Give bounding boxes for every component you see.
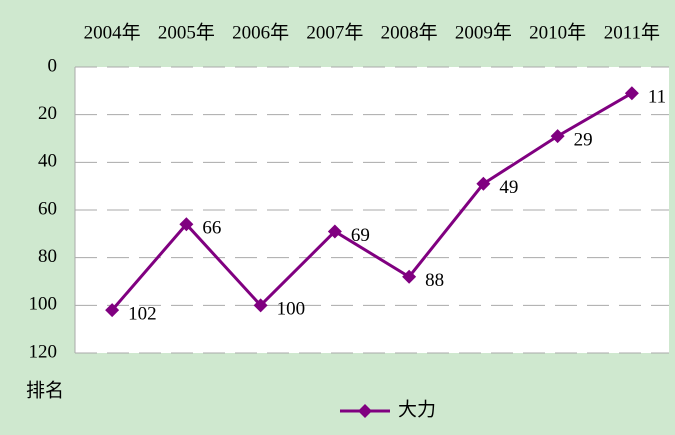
data-label: 11 (648, 87, 666, 108)
data-label: 29 (574, 129, 593, 150)
data-label: 66 (202, 218, 221, 239)
y-tick-label: 20 (38, 103, 57, 124)
legend-label: 大力 (398, 398, 436, 420)
x-tick-label: 2009年 (455, 21, 512, 43)
marker (624, 86, 639, 101)
marker (327, 224, 342, 239)
x-tick-label: 2011年 (604, 21, 660, 43)
marker (105, 303, 120, 318)
data-label: 102 (128, 303, 157, 324)
x-tick-label: 2006年 (232, 21, 289, 43)
x-tick-label: 2004年 (84, 21, 141, 43)
data-label: 69 (351, 225, 370, 246)
x-tick-label: 2005年 (158, 21, 215, 43)
legend-marker (358, 404, 372, 418)
x-tick-label: 2008年 (381, 21, 438, 43)
x-tick-label: 2007年 (306, 21, 363, 43)
y-tick-label: 120 (29, 341, 58, 362)
marker (476, 176, 491, 191)
y-tick-label: 0 (48, 55, 58, 76)
y-tick-label: 60 (38, 198, 57, 219)
marker (179, 217, 194, 232)
data-label: 88 (425, 270, 444, 291)
x-tick-label: 2010年 (529, 21, 586, 43)
y-axis-label: 排名 (26, 379, 64, 401)
y-tick-label: 100 (29, 294, 58, 315)
data-label: 100 (277, 299, 306, 320)
marker (402, 269, 417, 284)
y-tick-label: 80 (38, 246, 57, 267)
marker (253, 298, 268, 313)
y-tick-label: 40 (38, 151, 57, 172)
data-label: 49 (499, 177, 518, 198)
series-line (110, 91, 633, 312)
marker (550, 129, 565, 144)
